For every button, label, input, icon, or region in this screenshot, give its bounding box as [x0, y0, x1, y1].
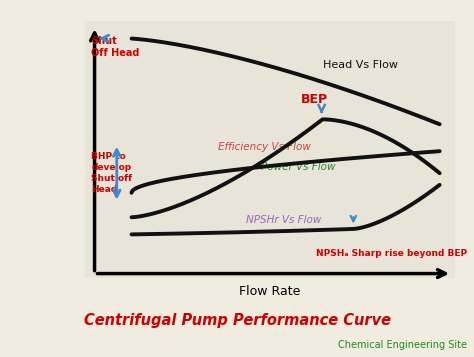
Text: BHP to
develop
Shut off
Head: BHP to develop Shut off Head: [91, 152, 133, 194]
Text: Efficiency Vs Flow: Efficiency Vs Flow: [218, 142, 310, 152]
Text: Power Vs Flow: Power Vs Flow: [261, 161, 336, 171]
Text: NPSHr Vs Flow: NPSHr Vs Flow: [246, 215, 321, 225]
Text: Centrifugal Pump Performance Curve: Centrifugal Pump Performance Curve: [83, 313, 391, 328]
Text: BEP: BEP: [301, 94, 328, 106]
Text: Shut
Off Head: Shut Off Head: [91, 36, 140, 58]
Text: NPSHₐ Sharp rise beyond BEP: NPSHₐ Sharp rise beyond BEP: [316, 249, 467, 258]
Text: Head Vs Flow: Head Vs Flow: [322, 60, 398, 70]
Text: Flow Rate: Flow Rate: [239, 285, 301, 298]
Text: Chemical Engineering Site: Chemical Engineering Site: [338, 340, 467, 350]
